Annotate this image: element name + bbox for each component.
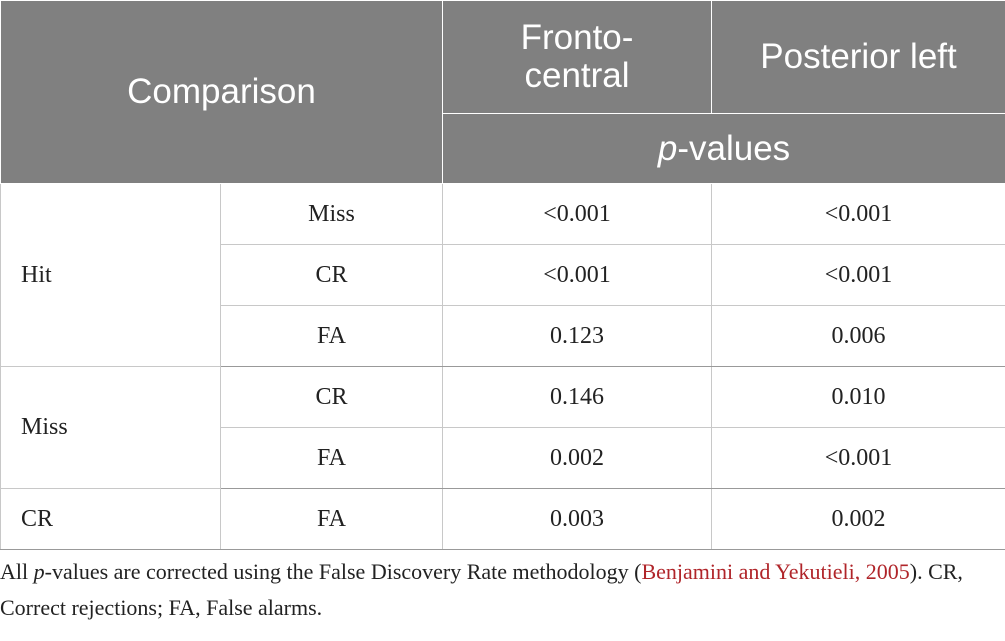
p-value: 0.010 xyxy=(711,366,1005,428)
header-pvalues: p-values xyxy=(442,113,1005,184)
p-value: 0.003 xyxy=(442,488,713,550)
header-text: -values xyxy=(677,128,791,168)
header-column: Posterior left xyxy=(711,0,1005,114)
group-label: Miss xyxy=(0,366,221,489)
table-row: CR FA 0.003 0.002 xyxy=(0,488,1005,550)
p-value: <0.001 xyxy=(711,244,1005,306)
p-value: <0.001 xyxy=(711,183,1005,245)
header-text: Fronto-central xyxy=(520,18,634,95)
comparison-label: Miss xyxy=(219,183,444,245)
p-value: 0.123 xyxy=(442,305,713,367)
results-table: Comparison Fronto-central Posterior left… xyxy=(0,0,1005,550)
comparison-label: FA xyxy=(219,427,444,489)
p-value: <0.001 xyxy=(711,427,1005,489)
footnote-text: -values are corrected using the False Di… xyxy=(44,559,642,584)
p-value: <0.001 xyxy=(442,244,713,306)
footnote-text: All xyxy=(0,559,34,584)
comparison-label: CR xyxy=(219,244,444,306)
table-row: Hit Miss <0.001 <0.001 xyxy=(0,183,1005,367)
footnote: All p-values are corrected using the Fal… xyxy=(0,554,1005,626)
comparison-label: CR xyxy=(219,366,444,428)
p-value: 0.002 xyxy=(442,427,713,489)
comparison-label: FA xyxy=(219,488,444,550)
table-body: Hit Miss <0.001 <0.001 CR <0.001 <0.001 FA 0.123… xyxy=(0,183,1005,550)
table-row: Miss CR 0.146 0.010 xyxy=(0,366,1005,489)
comparison-label: FA xyxy=(219,305,444,367)
italic-p: p xyxy=(657,128,678,168)
group-label: CR xyxy=(0,488,221,550)
p-value: 0.002 xyxy=(711,488,1005,550)
table-row: FA 0.002 <0.001 xyxy=(1,427,1005,489)
group-label: Hit xyxy=(0,183,221,367)
table-row: CR <0.001 <0.001 xyxy=(1,244,1005,306)
footnote-text: ). CR, Correct rejections; FA, False ala… xyxy=(0,559,963,620)
citation-link[interactable]: Benjamini and Yekutieli, 2005 xyxy=(641,559,910,584)
p-value: 0.146 xyxy=(442,366,713,428)
p-value: <0.001 xyxy=(442,183,713,245)
header-comparison: Comparison xyxy=(0,0,444,184)
header-column: Fronto-central xyxy=(442,0,713,114)
footnote-italic: p xyxy=(33,559,45,584)
p-value: 0.006 xyxy=(711,305,1005,367)
